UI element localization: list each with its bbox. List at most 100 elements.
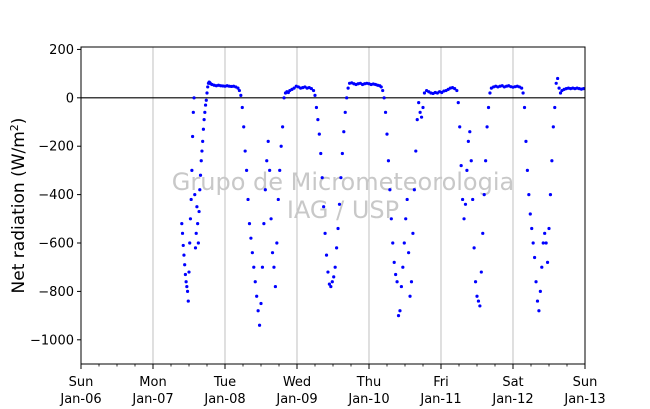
x-tick-day-0: Sun (69, 375, 94, 390)
data-point-25 (198, 188, 202, 192)
data-point-169 (421, 105, 425, 110)
data-point-82 (278, 168, 282, 173)
data-point-85 (282, 96, 286, 100)
data-point-206 (485, 125, 489, 129)
y-axis-label-main: Net radiation (W/m (9, 131, 29, 293)
data-point-142 (382, 96, 386, 100)
data-point-243 (548, 193, 553, 197)
data-point-141 (381, 88, 385, 93)
data-point-69 (259, 301, 263, 306)
y-tick-label-6: −1000 (30, 333, 74, 348)
data-point-241 (545, 260, 550, 264)
data-point-54 (237, 88, 241, 93)
y-tick-label-0: 200 (49, 43, 74, 58)
data-point-7 (185, 284, 189, 289)
data-point-73 (265, 159, 269, 163)
data-point-164 (414, 149, 418, 153)
data-point-80 (275, 241, 279, 245)
data-point-107 (322, 205, 326, 209)
data-point-32 (203, 110, 207, 114)
data-point-120 (340, 151, 344, 156)
x-tick-day-1: Mon (139, 375, 166, 390)
data-point-81 (276, 197, 280, 202)
data-point-147 (389, 217, 393, 221)
x-tick-day-7: Sun (573, 375, 598, 390)
data-point-2 (181, 243, 185, 248)
data-point-58 (243, 149, 247, 153)
data-point-163 (412, 188, 416, 192)
data-point-159 (407, 251, 411, 255)
data-point-57 (242, 125, 246, 129)
data-point-67 (256, 309, 260, 313)
x-tick-date-0: Jan-06 (59, 392, 101, 407)
data-point-13 (189, 197, 193, 202)
data-point-195 (469, 159, 473, 163)
watermark-line-2: IAG / USP (287, 196, 399, 224)
data-point-198 (473, 280, 478, 284)
watermark-line-1: Grupo de Micrometeorologia (172, 168, 514, 196)
data-point-239 (543, 231, 547, 235)
data-point-31 (202, 117, 206, 122)
data-point-76 (269, 217, 273, 221)
data-point-160 (408, 294, 412, 298)
data-point-8 (185, 289, 190, 294)
data-point-3 (182, 253, 186, 257)
x-tick-date-2: Jan-08 (203, 392, 245, 407)
data-point-56 (240, 105, 244, 110)
x-tick-date-5: Jan-11 (419, 392, 461, 407)
data-point-10 (187, 270, 191, 274)
data-point-16 (191, 110, 195, 114)
data-point-121 (342, 130, 346, 134)
data-point-63 (250, 251, 254, 255)
data-point-99 (309, 87, 313, 91)
data-point-152 (396, 314, 401, 318)
data-point-26 (198, 173, 203, 177)
y-axis: 200 0 −200 −400 −600 −800 −1000 (30, 43, 81, 348)
data-point-24 (197, 209, 201, 214)
data-point-201 (478, 304, 482, 308)
data-point-1 (180, 231, 185, 235)
data-point-190 (462, 217, 466, 221)
data-point-14 (190, 168, 194, 173)
data-points (180, 76, 586, 327)
x-tick-date-6: Jan-12 (491, 392, 533, 407)
y-tick-label-2: −200 (38, 140, 74, 155)
data-point-53 (236, 86, 240, 90)
data-point-184 (453, 87, 457, 91)
data-point-101 (313, 93, 317, 97)
data-point-225 (522, 105, 527, 110)
data-point-79 (273, 284, 277, 289)
data-point-197 (472, 246, 476, 250)
data-point-207 (486, 105, 491, 110)
data-point-233 (534, 280, 538, 284)
data-point-200 (476, 299, 481, 303)
x-tick-day-2: Tue (213, 375, 236, 390)
data-point-20 (194, 231, 198, 235)
data-point-33 (203, 103, 208, 107)
x-tick-date-1: Jan-07 (131, 392, 173, 407)
data-point-250 (558, 91, 563, 95)
data-point-34 (204, 98, 208, 102)
data-point-108 (323, 231, 327, 235)
data-point-168 (419, 115, 424, 119)
data-point-23 (196, 241, 200, 245)
data-point-230 (530, 226, 534, 231)
vertical-gridlines (152, 47, 514, 364)
data-point-5 (183, 272, 187, 277)
data-point-149 (392, 260, 396, 264)
x-axis: Sun Jan-06 Mon Jan-07 Tue Jan-08 Wed Jan-09 Thu J… (59, 364, 606, 407)
data-point-17 (192, 96, 196, 100)
x-tick-date-3: Jan-09 (275, 392, 317, 407)
data-point-118 (337, 202, 342, 206)
data-point-204 (482, 193, 486, 197)
data-point-154 (399, 284, 403, 289)
data-point-192 (465, 168, 469, 173)
data-point-145 (386, 159, 391, 163)
data-point-12 (188, 217, 193, 221)
data-point-74 (266, 139, 270, 143)
data-point-156 (402, 241, 406, 245)
data-point-64 (252, 265, 256, 269)
data-point-111 (327, 282, 331, 286)
data-point-106 (320, 176, 324, 180)
data-point-238 (541, 241, 545, 245)
